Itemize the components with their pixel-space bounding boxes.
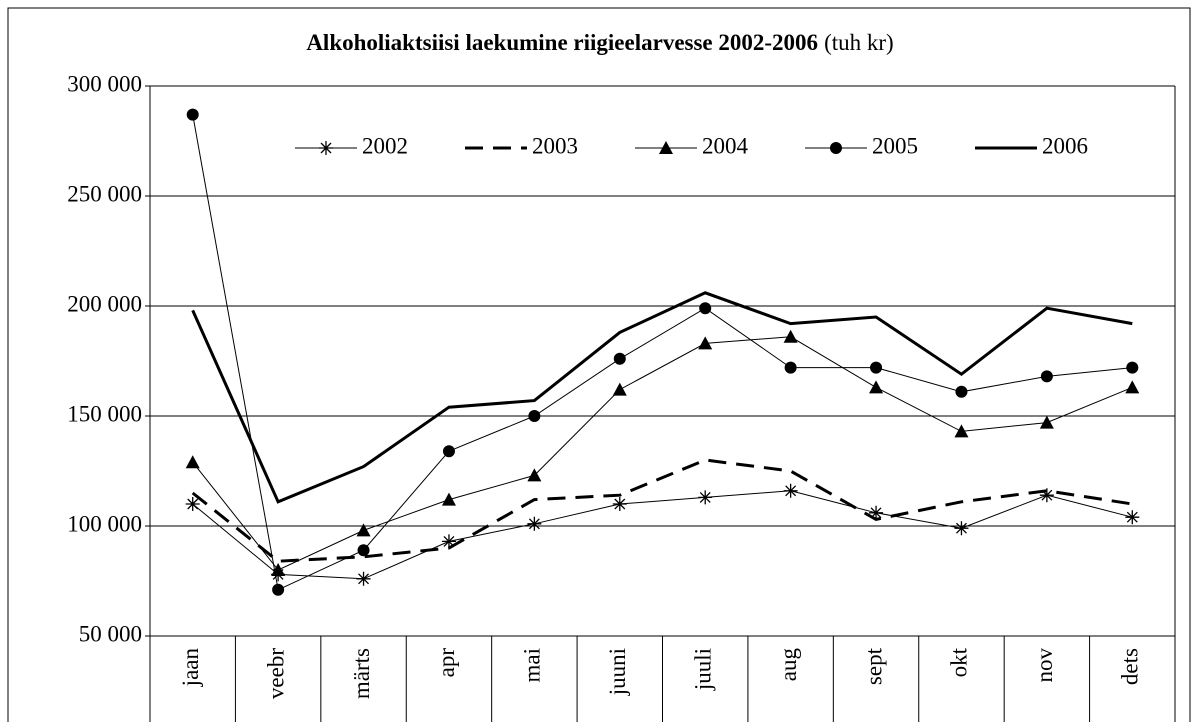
title-unit: (tuh kr) bbox=[824, 30, 894, 55]
x-tick-label: sept bbox=[861, 647, 886, 685]
marker bbox=[185, 497, 200, 511]
x-tick-label: juuli bbox=[690, 648, 715, 691]
marker bbox=[1125, 380, 1140, 394]
marker bbox=[954, 424, 969, 438]
marker bbox=[955, 385, 968, 398]
marker bbox=[830, 142, 842, 154]
chart-title: Alkoholiaktsiisi laekumine riigieelarves… bbox=[306, 30, 893, 55]
marker bbox=[1040, 370, 1053, 383]
marker bbox=[870, 361, 883, 374]
marker bbox=[442, 445, 455, 458]
legend-label: 2004 bbox=[702, 133, 749, 158]
marker bbox=[272, 583, 285, 596]
y-tick-label: 200 000 bbox=[67, 291, 142, 316]
marker bbox=[357, 544, 370, 557]
series-line bbox=[191, 458, 1133, 563]
legend-label: 2002 bbox=[362, 133, 408, 158]
marker bbox=[783, 329, 798, 343]
marker bbox=[186, 108, 199, 121]
series-line bbox=[192, 114, 1133, 591]
marker bbox=[1039, 415, 1054, 429]
x-tick-label: veebr bbox=[263, 648, 288, 699]
marker bbox=[612, 382, 627, 396]
x-tick-label: juuni bbox=[605, 648, 630, 696]
marker bbox=[613, 352, 626, 365]
marker bbox=[1126, 361, 1139, 374]
series-line bbox=[191, 291, 1133, 504]
marker bbox=[869, 380, 884, 394]
marker bbox=[185, 455, 200, 469]
y-tick-label: 300 000 bbox=[67, 71, 142, 96]
x-tick-label: jaan bbox=[178, 648, 203, 688]
x-tick-label: nov bbox=[1032, 648, 1057, 683]
marker bbox=[659, 141, 673, 154]
marker bbox=[783, 483, 798, 498]
legend-label: 2003 bbox=[532, 133, 578, 158]
marker bbox=[527, 468, 542, 482]
marker bbox=[528, 410, 541, 422]
title-main: Alkoholiaktsiisi laekumine riigieelarves… bbox=[306, 30, 818, 55]
chart-frame bbox=[7, 7, 1191, 722]
marker bbox=[356, 571, 371, 586]
legend-label: 2006 bbox=[1042, 133, 1088, 158]
legend-label: 2005 bbox=[872, 133, 918, 158]
marker bbox=[698, 336, 713, 350]
marker bbox=[954, 521, 969, 536]
marker bbox=[699, 302, 712, 315]
marker bbox=[319, 141, 333, 155]
y-tick-label: 250 000 bbox=[67, 181, 142, 206]
x-tick-label: mai bbox=[520, 648, 545, 683]
series-line bbox=[192, 490, 1133, 580]
marker bbox=[1039, 488, 1054, 503]
marker bbox=[784, 361, 797, 374]
series-line bbox=[192, 336, 1133, 571]
x-tick-label: dets bbox=[1118, 648, 1143, 685]
x-tick-label: apr bbox=[434, 648, 459, 678]
marker bbox=[356, 523, 371, 537]
y-tick-label: 50 000 bbox=[79, 621, 142, 646]
marker bbox=[869, 505, 884, 520]
x-tick-label: aug bbox=[776, 648, 801, 682]
y-tick-label: 150 000 bbox=[67, 401, 142, 426]
marker bbox=[527, 516, 542, 531]
marker bbox=[441, 534, 456, 549]
y-tick-label: 100 000 bbox=[67, 511, 142, 536]
x-tick-label: märts bbox=[349, 648, 374, 699]
marker bbox=[698, 490, 713, 505]
marker bbox=[612, 497, 627, 511]
marker bbox=[1125, 510, 1140, 525]
x-tick-label: okt bbox=[947, 647, 972, 677]
marker bbox=[441, 492, 456, 506]
